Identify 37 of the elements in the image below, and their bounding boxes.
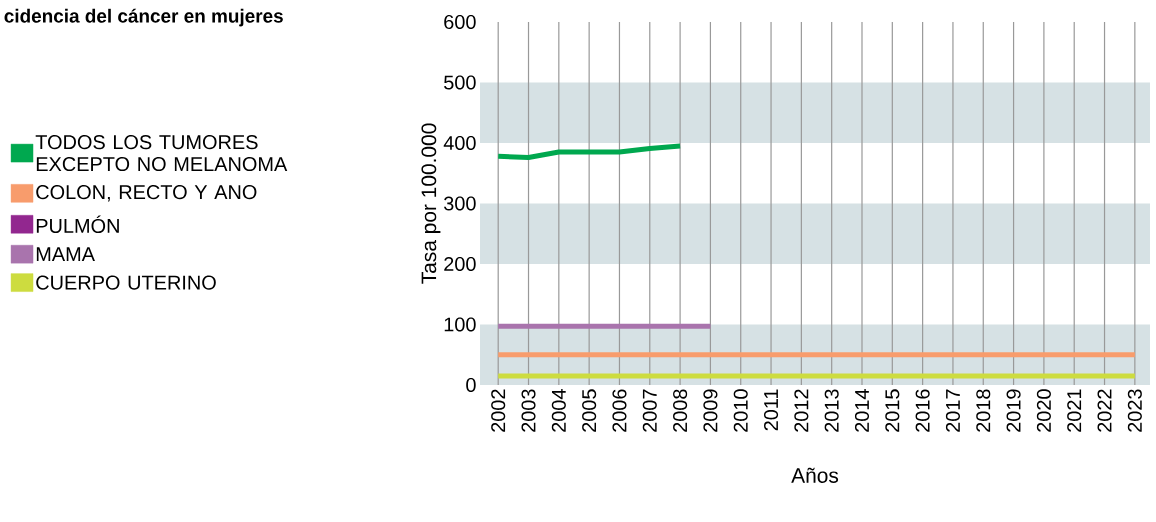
y-tick-label: 500 [444,75,476,90]
legend-label: MAMA [36,247,95,262]
x-tick-label: 2002 [491,389,506,432]
x-axis-title: Años [791,467,839,483]
x-tick-label: 2021 [1067,389,1082,432]
y-tick-label: 400 [443,135,476,151]
legend-label: PULMÓN [36,215,119,233]
x-tick-label: 2013 [824,389,839,432]
x-tick-label: 2017 [945,389,960,432]
x-tick-label: 2011 [764,389,779,431]
y-tick-label: 200 [444,256,476,272]
x-tick-label: 2018 [976,389,991,432]
y-tick-label: 300 [444,196,476,211]
x-tick-label: 2009 [703,389,718,432]
text: cidencia del cáncer en mujeres [4,8,283,27]
legend-label: TODOS LOS TUMORES EXCEPTO NO MELANOMA [35,135,288,172]
legend-label: COLON, RECTO Y ANO [36,185,257,202]
y-tick-label: 100 [444,317,476,332]
x-tick-label: 2016 [915,389,930,432]
x-tick-label: 2010 [733,389,748,432]
x-tick-label: 2014 [854,389,870,432]
legend-label: CUERPO UTERINO [36,275,216,290]
x-tick-label: 2022 [1097,389,1112,432]
y-tick-label: 0 [466,377,476,393]
x-tick-label: 2005 [582,389,597,432]
x-tick-label: 2020 [1036,389,1051,432]
y-tick-label: 600 [444,14,476,30]
x-tick-label: 2008 [673,389,688,432]
x-tick-label: 2012 [794,389,809,432]
x-tick-label: 2015 [885,389,900,432]
x-tick-label: 2003 [521,389,536,432]
x-tick-label: 2023 [1127,389,1142,432]
y-axis-title: Tasa por 100.000 [421,123,441,284]
x-tick-label: 2019 [1006,389,1021,432]
x-tick-label: 2007 [642,389,657,432]
x-tick-label: 2004 [551,389,566,432]
x-tick-label: 2006 [612,389,627,432]
